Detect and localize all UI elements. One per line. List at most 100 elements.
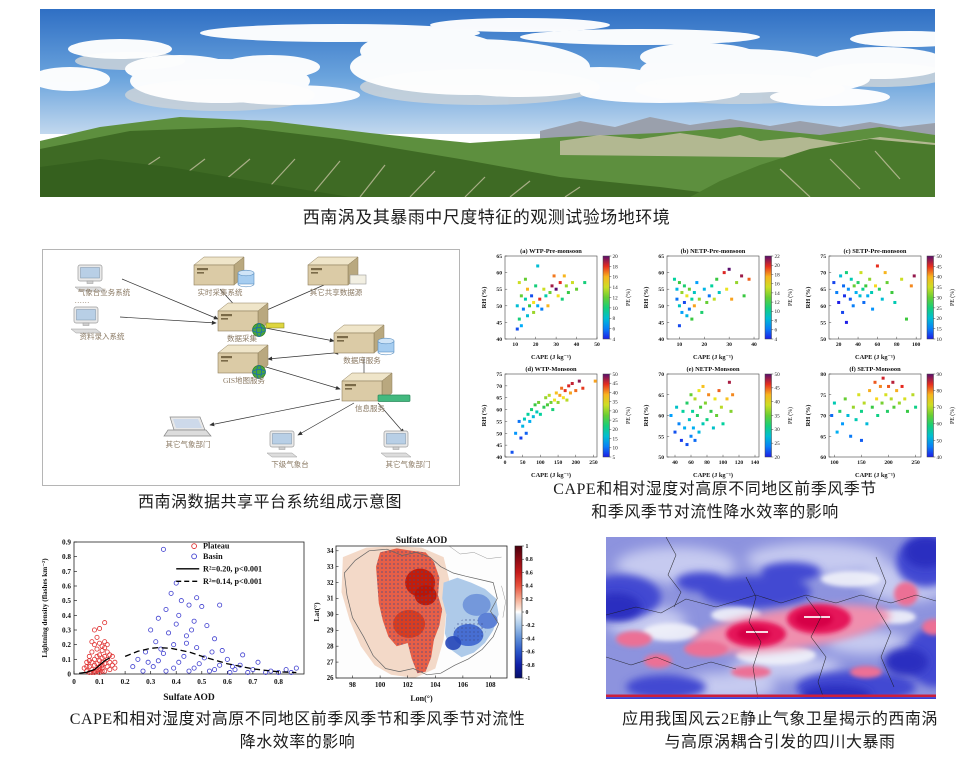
svg-text:0.7: 0.7 [248,678,257,686]
svg-text:0.8: 0.8 [274,678,283,686]
svg-text:32: 32 [327,580,334,587]
satellite-caption-line2: 与高原涡耦合引发的四川大暴雨 [664,734,896,751]
svg-text:140: 140 [751,460,760,466]
svg-text:35: 35 [613,400,619,406]
svg-text:30: 30 [726,342,732,348]
svg-text:1: 1 [526,544,529,550]
server-node [341,372,411,402]
svg-text:30: 30 [613,409,619,415]
svg-text:30: 30 [553,342,559,348]
svg-text:75: 75 [820,254,826,260]
svg-text:70: 70 [820,271,826,277]
satellite-rain-image [606,537,936,699]
svg-text:0: 0 [67,671,71,679]
svg-text:RH (%): RH (%) [643,287,650,309]
svg-text:60: 60 [875,342,881,348]
workstation-node [266,430,298,458]
svg-text:50: 50 [937,438,943,444]
svg-text:150: 150 [857,460,866,466]
svg-text:55: 55 [658,287,664,293]
svg-text:55: 55 [496,287,502,293]
workstation-node [70,306,102,334]
svg-text:PE (%): PE (%) [949,289,956,306]
svg-text:Basin: Basin [203,552,223,561]
pe-panel-svg: 10 20 30 40 40 45 50 55 60 65 (b) NETP-Pre-monsoon… [643,248,794,361]
svg-text:75: 75 [496,372,502,378]
svg-text:20: 20 [937,316,943,322]
svg-text:0.4: 0.4 [62,612,71,620]
svg-text:45: 45 [658,320,664,326]
svg-text:4: 4 [613,337,616,343]
svg-text:RH (%): RH (%) [481,405,488,427]
svg-text:150: 150 [554,460,563,466]
svg-text:75: 75 [820,393,826,399]
server-node [217,344,269,379]
svg-text:108: 108 [485,682,496,689]
svg-text:6: 6 [613,327,616,333]
svg-text:实时采集系统: 实时采集系统 [198,287,243,297]
svg-text:60: 60 [688,460,694,466]
svg-text:33: 33 [327,564,334,571]
svg-text:80: 80 [820,372,826,378]
svg-text:70: 70 [820,414,826,420]
svg-text:60: 60 [496,271,502,277]
svg-text:102: 102 [403,682,414,689]
svg-text:55: 55 [658,434,664,440]
svg-text:80: 80 [894,342,900,348]
svg-text:RH (%): RH (%) [805,287,812,309]
svg-text:(a) WTP-Pre-monsoon: (a) WTP-Pre-monsoon [520,248,582,255]
svg-text:CAPE (J kg⁻¹): CAPE (J kg⁻¹) [531,354,571,361]
svg-text:RH (%): RH (%) [481,287,488,309]
svg-text:CAPE (J kg⁻¹): CAPE (J kg⁻¹) [855,472,895,479]
svg-text:50: 50 [496,304,502,310]
svg-text:RH (%): RH (%) [643,405,650,427]
svg-text:65: 65 [496,396,502,402]
pe-panel-5: 40 60 80 100 120 140 50 55 60 65 70 (e) NETP-Monsoo… [641,364,803,481]
svg-text:70: 70 [937,405,943,411]
svg-text:-0.8: -0.8 [526,663,535,669]
svg-text:50: 50 [520,460,526,466]
svg-text:数据库服务: 数据库服务 [343,355,381,365]
svg-text:35: 35 [937,285,943,291]
aod-figure-caption: CAPE和相对湿度对高原不同地区前季风季节和季风季节对流性 降水效率的影响 [25,708,570,754]
svg-text:16: 16 [613,275,619,281]
server-node [307,256,367,286]
svg-text:34: 34 [327,548,334,555]
photo-caption-text: 西南涡及其暴雨中尺度特征的观测试验场地环境 [302,208,671,227]
svg-text:60: 60 [496,408,502,414]
svg-text:40: 40 [751,342,757,348]
svg-text:-0.2: -0.2 [526,623,535,629]
svg-text:70: 70 [658,372,664,378]
svg-text:22: 22 [775,254,781,260]
pe-panel-svg: 100 150 200 250 60 65 70 75 80 (f) SETP-Monsoon CA… [805,366,956,479]
svg-text:50: 50 [658,455,664,461]
svg-text:0.6: 0.6 [62,583,71,591]
svg-text:70: 70 [496,384,502,390]
svg-text:100: 100 [536,460,545,466]
server-node [333,324,395,356]
svg-text:55: 55 [820,320,826,326]
pe-panel-svg: 10 20 30 40 50 40 45 50 55 60 65 (a) WTP-Pre-monsoo… [481,248,632,361]
svg-text:GIS地图服务: GIS地图服务 [223,375,266,385]
svg-text:0.6: 0.6 [223,678,232,686]
svg-text:60: 60 [820,455,826,461]
svg-text:100: 100 [375,682,386,689]
svg-text:10: 10 [775,309,781,315]
pe-panel-svg: 40 60 80 100 120 140 50 55 60 65 70 (e) NETP-Monsoo… [643,366,794,479]
server-node [193,256,255,288]
diagram-caption-text: 西南涡数据共享平台系统组成示意图 [137,494,402,511]
pe-panel-4: 0 50 100 150 200 250 40 45 50 55 60 65 70 75 (d) WTP-M… [479,364,641,481]
svg-text:50: 50 [937,254,943,260]
svg-text:PE (%): PE (%) [949,407,956,424]
svg-text:20: 20 [836,342,842,348]
svg-text:0: 0 [526,610,529,616]
svg-text:20: 20 [702,342,708,348]
svg-text:55: 55 [496,419,502,425]
svg-text:80: 80 [704,460,710,466]
svg-text:0.1: 0.1 [95,678,104,686]
svg-text:PE (%): PE (%) [787,407,794,424]
svg-text:10: 10 [613,446,619,452]
svg-text:14: 14 [613,285,619,291]
svg-text:-0.6: -0.6 [526,650,535,656]
